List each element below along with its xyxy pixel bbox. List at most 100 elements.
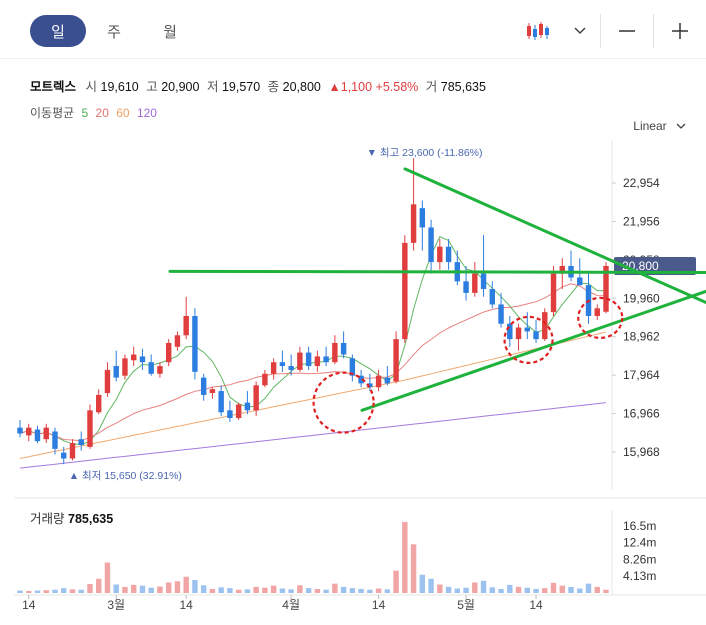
ma120-line [19,402,607,469]
volume-bar [148,587,154,593]
tab-day[interactable]: 일 [30,15,86,47]
volume-bar [419,574,426,593]
volume-bar [69,589,76,593]
candle-body [323,356,329,363]
candle-body [533,331,539,340]
change-percent: +5.58% [375,80,419,94]
candle-body [489,289,496,305]
volume-bar [34,590,41,593]
candle-body [52,431,58,449]
candle-body [157,366,163,374]
highlight-circle [577,296,624,340]
volume-bar [209,588,216,593]
volume-bar [577,588,583,593]
volume-bar [428,578,434,593]
candle-body [340,342,347,355]
candle-body [183,315,189,336]
toolbar-separator [600,14,601,48]
volume-panel-label: 거래량 [30,512,65,526]
ma-5: 5 [81,106,89,120]
candle-body [559,265,565,274]
candle-body [104,369,111,394]
zoom-in-button[interactable] [654,14,706,48]
volume-bar [17,590,23,593]
plus-icon [672,23,688,39]
candle-body [358,375,364,384]
ascending-trend-line [360,289,706,412]
tab-week[interactable]: 주 [107,23,121,41]
volume-bar [122,586,128,593]
open-label: 시 [85,80,98,94]
volume-bar [192,580,198,593]
candle-body [227,410,233,419]
volume-tick-label: 16.5m [623,519,656,533]
chart-toolbar [516,14,706,48]
ma5-line [19,236,606,446]
chevron-down-icon [676,123,686,129]
volume-bar [340,586,347,593]
candle-body [375,375,382,388]
volume-bar [437,584,443,593]
volume-bar [165,582,172,593]
volume-tick-label: 8.26m [623,552,656,566]
volume-bar [542,588,548,593]
time-tick-label: 4월 [282,598,300,612]
candle-body [550,273,557,313]
high-annotation: ▼ 최고 23,600 (-11.86%) [367,147,483,159]
highlight-circle [503,315,554,364]
candle-body [78,439,84,445]
scale-selector[interactable]: Linear [633,119,686,133]
candle-body [235,404,242,419]
ma-120: 120 [136,106,157,120]
price-tick-label: 19,960 [623,291,660,305]
candle-body [419,208,426,228]
highlight-circle [312,371,375,434]
volume-bar [393,570,399,593]
close-value: 20,800 [282,80,321,94]
candle-body [96,394,102,413]
volume-bar [498,588,504,593]
zoom-out-button[interactable] [601,14,653,48]
candle-body [270,362,277,374]
candle-body [200,377,207,395]
change-value: ▲1,100 [328,80,373,94]
candle-body [349,358,356,376]
candle-body [367,383,373,388]
candle-body [428,227,434,263]
price-tick-label: 15,968 [623,445,660,459]
candle-body [463,281,469,293]
candle-body [122,358,128,376]
volume-value: 785,635 [440,80,486,94]
volume-bar [218,587,224,593]
moving-average-legend: 이동평균 5 20 60 120 [30,104,157,121]
candlestick-type-button[interactable] [516,14,560,48]
volume-bar [533,588,539,593]
volume-bar [375,588,382,593]
candle-body [384,377,391,384]
volume-bar [113,584,119,593]
volume-bar [183,576,189,593]
volume-bar [323,589,329,593]
volume-bar [489,587,496,593]
ma-60: 60 [116,106,130,120]
volume-bar [43,590,49,593]
candle-body [524,327,530,332]
volume-bar [367,589,373,593]
volume-bar [507,584,513,593]
price-tick-label: 22,954 [623,176,660,190]
candle-body [542,312,548,340]
volume-bar [270,585,277,593]
price-tick-label: 17,964 [623,368,660,382]
candle-body [402,242,408,340]
candle-body [192,315,198,372]
chevron-down-icon[interactable] [560,14,600,48]
toolbar-separator [653,14,654,48]
low-label: 저 [206,80,219,94]
volume-bar [174,581,181,593]
volume-bar [454,588,461,593]
volume-bar [568,586,574,593]
time-tick-label: 14 [372,598,386,612]
volume-bar [157,586,163,593]
tab-month[interactable]: 월 [163,23,177,41]
